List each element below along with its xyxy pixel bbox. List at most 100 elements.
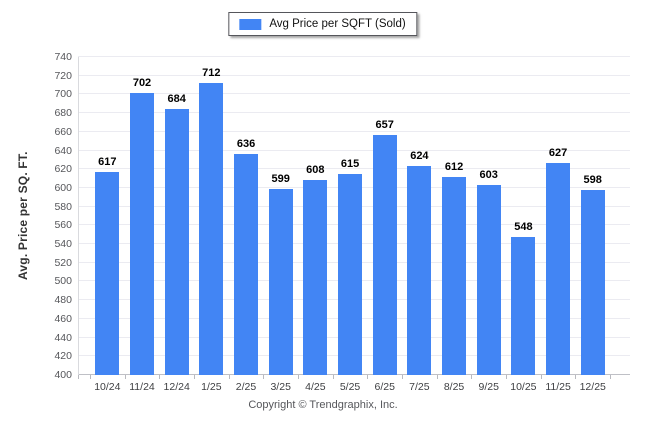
bars-row: 617 10/24 702 11/24 684 12/24 712 1/25 636 2/25 59… bbox=[90, 57, 611, 393]
bar-slot: 598 12/25 bbox=[575, 57, 610, 392]
x-tick-label: 4/25 bbox=[305, 381, 326, 393]
axis-tick bbox=[78, 375, 79, 379]
axis-tick bbox=[540, 375, 542, 379]
axis-tick bbox=[159, 375, 161, 379]
bar-value-label: 657 bbox=[375, 118, 394, 131]
bar-slot: 548 10/25 bbox=[506, 57, 541, 392]
y-tick-label: 460 bbox=[54, 312, 72, 325]
bar-slot: 624 7/25 bbox=[402, 57, 437, 393]
bar bbox=[268, 188, 293, 375]
gridline bbox=[78, 112, 630, 114]
bar-value-label: 598 bbox=[583, 173, 602, 186]
y-tick-label: 700 bbox=[54, 88, 72, 101]
bar bbox=[303, 180, 328, 375]
bar-slot: 627 11/25 bbox=[541, 57, 576, 392]
y-axis-labels: 740 720 700 680 660 640 620 600 580 560 540 520 500 4… bbox=[32, 52, 72, 381]
axis-tick bbox=[90, 375, 91, 379]
x-tick-label: 11/24 bbox=[129, 381, 155, 393]
axis-tick bbox=[506, 375, 507, 379]
legend-swatch-icon bbox=[239, 18, 262, 30]
x-tick-label: 5/25 bbox=[339, 381, 361, 393]
bar-slot: 612 8/25 bbox=[437, 57, 472, 393]
axis-tick bbox=[332, 375, 334, 379]
bar-slot: 615 5/25 bbox=[333, 57, 368, 393]
x-tick-label: 3/25 bbox=[270, 381, 291, 393]
bar-slot: 712 1/25 bbox=[194, 57, 229, 393]
axis-tick bbox=[471, 375, 473, 379]
bar-value-label: 712 bbox=[202, 67, 221, 80]
bar-slot: 702 11/24 bbox=[125, 57, 160, 392]
gridline bbox=[78, 130, 630, 132]
bar bbox=[407, 165, 432, 375]
bar bbox=[511, 236, 536, 375]
axis-tick bbox=[402, 375, 403, 379]
axis-tick bbox=[263, 375, 265, 379]
y-tick-label: 680 bbox=[54, 107, 72, 120]
y-tick-label: 620 bbox=[54, 163, 72, 176]
bar-value-label: 599 bbox=[271, 172, 290, 185]
x-tick-label: 10/25 bbox=[510, 381, 537, 393]
bar-value-label: 636 bbox=[236, 138, 256, 151]
bar-slot: 599 3/25 bbox=[263, 57, 298, 393]
bar bbox=[130, 92, 154, 375]
axis-tick bbox=[194, 375, 195, 379]
y-tick-label: 560 bbox=[54, 219, 72, 232]
bar bbox=[164, 109, 189, 375]
y-axis-line bbox=[78, 57, 79, 375]
bar-slot: 636 2/25 bbox=[229, 57, 264, 393]
bar bbox=[546, 162, 571, 375]
bar-value-label: 615 bbox=[340, 157, 360, 170]
gridline bbox=[78, 149, 630, 151]
y-tick-label: 500 bbox=[54, 275, 72, 288]
gridline bbox=[78, 56, 630, 57]
y-tick-label: 400 bbox=[54, 369, 72, 381]
bar-value-label: 548 bbox=[514, 220, 533, 233]
gridline bbox=[78, 74, 630, 76]
y-tick-label: 660 bbox=[54, 125, 72, 138]
y-tick-label: 600 bbox=[54, 181, 72, 194]
bar-slot: 603 9/25 bbox=[471, 57, 506, 393]
bar-value-label: 624 bbox=[410, 149, 429, 162]
bar-slot: 684 12/24 bbox=[159, 57, 194, 393]
axis-tick bbox=[575, 375, 577, 379]
bar-value-label: 612 bbox=[444, 160, 464, 173]
bar bbox=[199, 83, 224, 375]
x-tick-label: 12/24 bbox=[163, 381, 190, 393]
legend: Avg Price per SQFT (Sold) bbox=[228, 12, 418, 36]
gridline bbox=[78, 168, 630, 170]
x-tick-label: 12/25 bbox=[579, 381, 606, 393]
x-tick-label: 9/25 bbox=[478, 381, 499, 393]
y-axis-title: Avg. Price per SQ. FT. bbox=[16, 151, 30, 281]
x-tick-label: 2/25 bbox=[235, 381, 257, 393]
bar-value-label: 627 bbox=[548, 146, 568, 159]
bar-value-label: 603 bbox=[479, 169, 498, 182]
bar bbox=[442, 176, 467, 375]
bar bbox=[234, 154, 259, 375]
bar-slot: 608 4/25 bbox=[298, 57, 333, 393]
x-tick-label: 1/25 bbox=[201, 381, 222, 393]
axis-tick bbox=[610, 375, 611, 379]
y-tick-label: 640 bbox=[54, 144, 72, 157]
bar-slot: 657 6/25 bbox=[367, 57, 402, 393]
bar bbox=[338, 173, 363, 375]
x-tick-label: 6/25 bbox=[374, 381, 395, 393]
axis-tick bbox=[298, 375, 299, 379]
x-tick-label: 8/25 bbox=[443, 381, 465, 393]
axis-tick bbox=[124, 375, 126, 379]
y-tick-label: 740 bbox=[54, 51, 72, 63]
bar bbox=[372, 134, 397, 375]
bar-slot: 617 10/24 bbox=[90, 57, 125, 393]
legend-label: Avg Price per SQFT (Sold) bbox=[269, 18, 406, 30]
y-tick-label: 480 bbox=[54, 294, 72, 307]
y-tick-label: 540 bbox=[54, 238, 72, 251]
bar bbox=[476, 185, 501, 375]
bar-value-label: 684 bbox=[167, 93, 186, 106]
y-tick-label: 420 bbox=[54, 350, 72, 363]
copyright-text: Copyright © Trendgraphix, Inc. bbox=[248, 399, 398, 411]
y-tick-label: 720 bbox=[54, 69, 72, 82]
axis-tick bbox=[436, 375, 438, 379]
y-tick-label: 520 bbox=[54, 256, 72, 269]
y-tick-label: 440 bbox=[54, 331, 72, 344]
axis-tick bbox=[367, 375, 369, 379]
